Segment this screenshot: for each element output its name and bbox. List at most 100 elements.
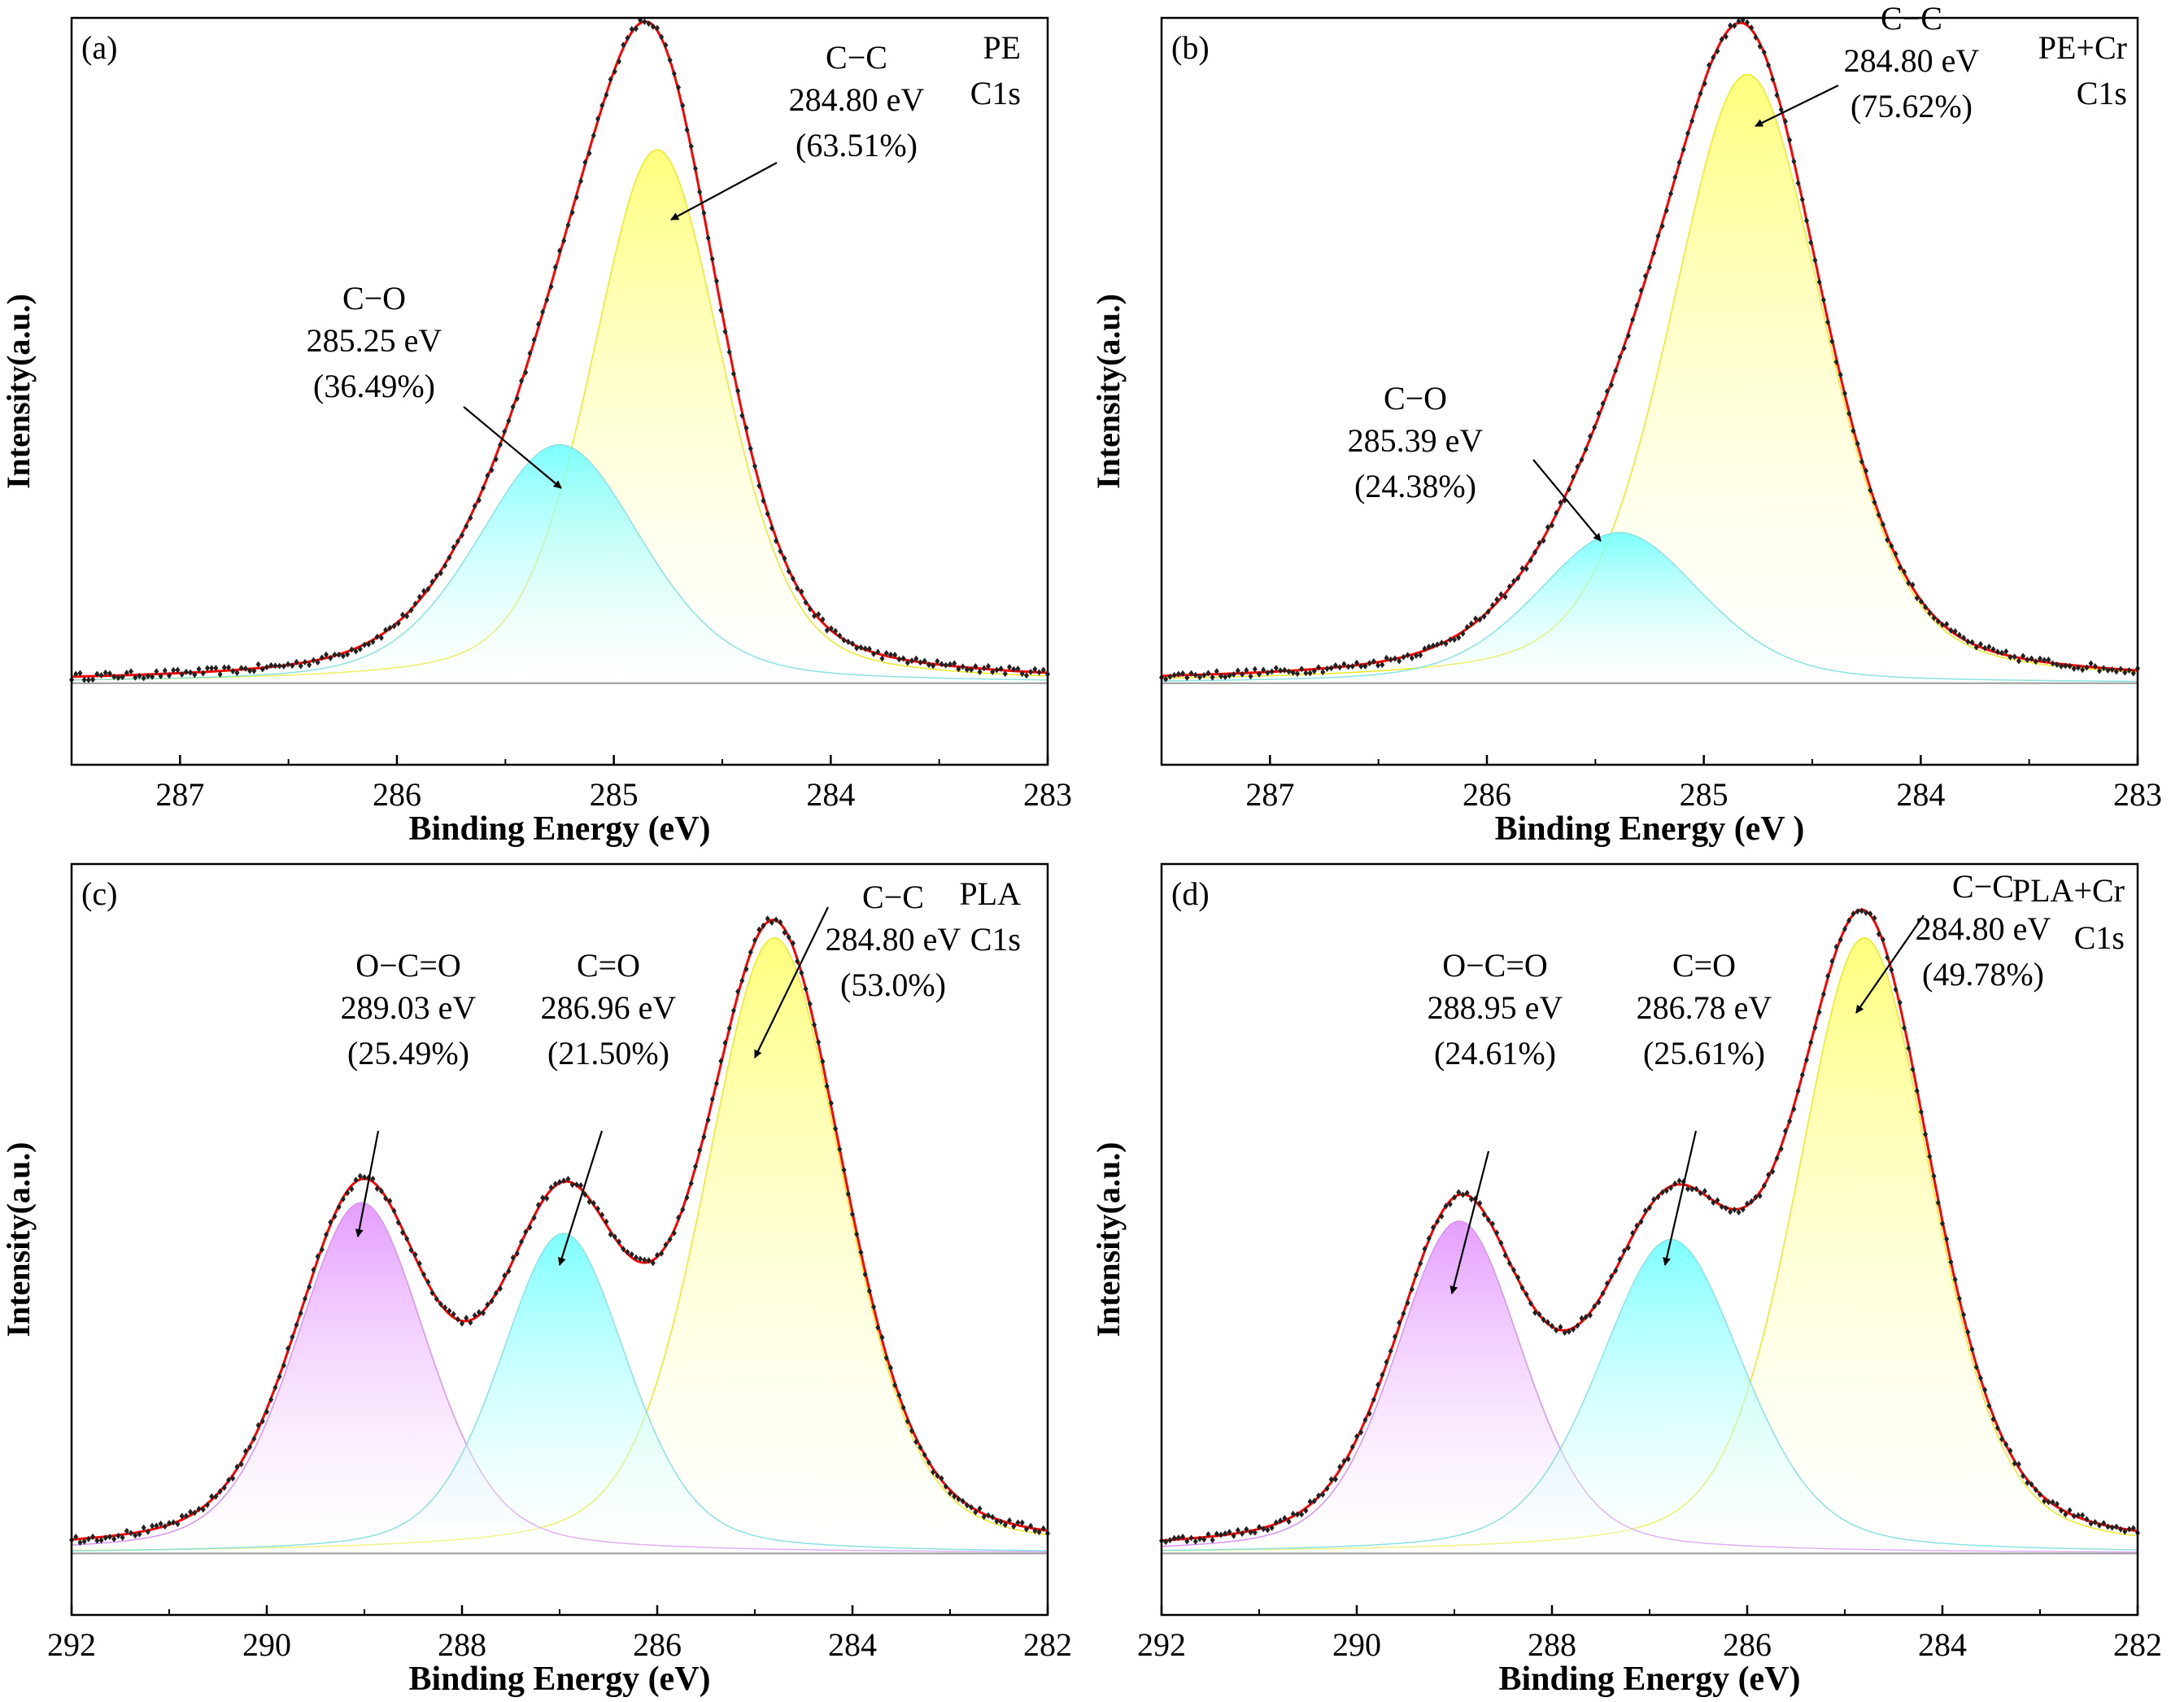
data-point [259, 666, 265, 673]
peak-energy-label: 284.80 eV [1916, 910, 2051, 947]
data-point [90, 1533, 96, 1540]
x-tick-label: 290 [1332, 1626, 1381, 1663]
data-point [77, 1539, 83, 1547]
data-point [1235, 667, 1240, 674]
data-point [1528, 1300, 1533, 1307]
data-point [1282, 1514, 1288, 1521]
data-point [2050, 1499, 2055, 1506]
peak-name-label: O−C=O [355, 947, 461, 984]
data-point [378, 634, 384, 641]
data-point [404, 613, 410, 620]
data-point [353, 648, 359, 655]
data-point [667, 1236, 673, 1243]
data-point [311, 657, 316, 664]
data-point [1837, 936, 1843, 943]
data-point [1893, 550, 1898, 557]
peak-percent-label: (24.38%) [1354, 468, 1476, 504]
data-point [2092, 1518, 2098, 1525]
data-point [1977, 1374, 1983, 1381]
data-point [969, 1503, 974, 1511]
data-point [94, 1537, 100, 1544]
data-point [718, 307, 724, 314]
data-point [200, 1506, 206, 1513]
spectrum-label: C1s [970, 921, 1021, 958]
data-point [1362, 662, 1368, 670]
data-point [1592, 1303, 1598, 1310]
data-point [272, 662, 278, 670]
data-point [497, 441, 503, 448]
data-point [544, 1194, 550, 1202]
data-point [81, 1538, 87, 1545]
panel-label: (c) [81, 875, 117, 912]
data-point [985, 662, 991, 670]
data-point [2109, 1524, 2115, 1531]
data-point [455, 538, 460, 545]
data-point [2025, 1479, 2030, 1486]
data-point [1519, 565, 1525, 572]
data-point [2063, 662, 2068, 670]
peak-percent-label: (63.51%) [796, 127, 918, 164]
data-point [871, 650, 877, 657]
data-point [548, 1184, 554, 1191]
data-point [1405, 652, 1410, 659]
data-point [1397, 657, 1402, 665]
data-point [387, 1198, 393, 1205]
data-point [2042, 657, 2047, 664]
annotation-arrow [1449, 1150, 1490, 1294]
data-point [1341, 1458, 1347, 1465]
data-point [1587, 1311, 1593, 1319]
peak-percent-label: (36.49%) [313, 368, 435, 404]
x-tick-label: 292 [47, 1626, 96, 1663]
peak-energy-label: 285.25 eV [307, 322, 442, 359]
data-point [1795, 180, 1801, 187]
data-point [1753, 1194, 1759, 1201]
data-point [247, 667, 253, 674]
data-point [150, 1522, 155, 1530]
peak-percent-label: (53.0%) [840, 967, 946, 1003]
data-point [1511, 578, 1517, 585]
data-point [1999, 1435, 2005, 1442]
data-point [841, 1166, 847, 1173]
data-point [2059, 1507, 2064, 1514]
data-point [573, 194, 579, 201]
data-point [1613, 367, 1619, 374]
data-point [1303, 670, 1309, 677]
data-point [2092, 662, 2098, 670]
data-point [612, 1233, 617, 1241]
data-point [1787, 137, 1793, 144]
data-point [1770, 1167, 1776, 1175]
data-point [481, 1309, 486, 1316]
data-point [905, 1418, 910, 1425]
data-point [858, 644, 864, 651]
data-point [1227, 672, 1232, 679]
annotation-arrow [355, 1130, 380, 1237]
data-point [1647, 1204, 1652, 1211]
peak-energy-label: 284.80 eV [1844, 42, 1980, 79]
data-point [786, 933, 791, 940]
data-point [990, 668, 996, 675]
data-point [1723, 33, 1728, 40]
data-point [1489, 601, 1495, 609]
data-point [167, 1520, 172, 1527]
data-point [353, 1176, 359, 1184]
data-point [684, 126, 690, 133]
data-point [268, 661, 274, 669]
data-point [1439, 1213, 1445, 1220]
data-point [230, 1475, 236, 1482]
data-point [1019, 670, 1025, 678]
data-point [116, 674, 121, 682]
data-point [913, 1438, 919, 1446]
data-point [1473, 615, 1479, 622]
data-point [922, 657, 927, 665]
data-point [671, 70, 677, 77]
data-point [315, 1253, 320, 1260]
data-point [1868, 910, 1873, 918]
data-point [1269, 668, 1275, 675]
data-point [340, 652, 346, 660]
data-point [552, 1180, 558, 1188]
peak-component-c=o [71, 1233, 1048, 1555]
data-point [1392, 655, 1397, 662]
data-point [1740, 1206, 1746, 1213]
plot-frame [70, 16, 1049, 766]
data-point [1384, 654, 1389, 661]
